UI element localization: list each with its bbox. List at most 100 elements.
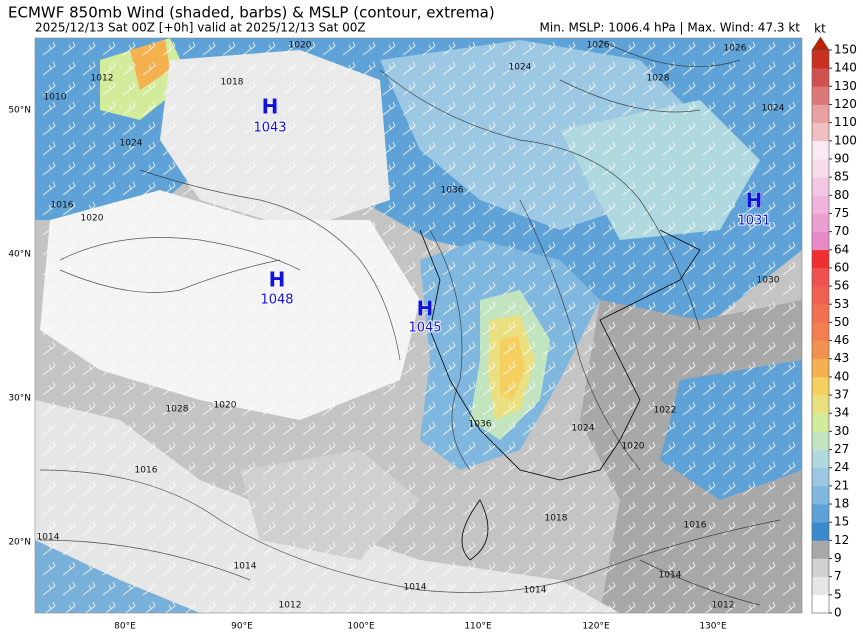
high-symbol: H [269,268,286,292]
colorbar-label: 70 [834,224,849,238]
colorbar-swatch [812,213,829,232]
colorbar-swatch [812,522,829,541]
colorbar-swatch [812,340,829,360]
colorbar-swatch [812,158,829,178]
contour-label: 1014 [659,571,682,581]
colorbar-swatch [812,485,829,505]
colorbar-swatch [812,68,829,87]
contour-label: 1020 [81,214,104,224]
colorbar-swatch [812,304,829,323]
colorbar-label: 40 [834,369,849,383]
high-symbol: H [417,297,434,321]
lon-label: 110°E [464,622,492,632]
contour-label: 1024 [762,104,785,114]
contour-label: 1024 [572,424,595,434]
lon-label: 130°E [699,622,727,632]
contour-label: 1028 [647,74,670,84]
contour-label: 1036 [441,186,464,196]
subtitle: 2025/12/13 Sat 00Z [+0h] valid at 2025/1… [35,21,366,35]
stats: Min. MSLP: 1006.4 hPa | Max. Wind: 47.3 … [540,21,801,35]
colorbar-label: 60 [834,260,849,274]
colorbar-swatch [812,540,829,559]
colorbar-label: 7 [834,569,842,583]
contour-label: 1014 [37,533,60,543]
contour-label: 1020 [622,442,645,452]
map [35,38,802,613]
contour-label: 1028 [166,405,189,415]
colorbar-swatch [812,267,829,287]
colorbar-label: 18 [834,497,849,511]
colorbar-label: 64 [834,242,849,256]
colorbar-label: 37 [834,388,849,402]
colorbar-swatch [812,122,829,142]
colorbar-label: 15 [834,515,849,529]
colorbar-label: 130 [834,79,857,93]
colorbar-label: 120 [834,97,857,111]
colorbar-swatch [812,286,829,305]
colorbar-swatch [812,558,829,577]
colorbar-swatch [812,431,829,450]
colorbar-swatch [812,467,829,487]
colorbar-label: 34 [834,406,849,420]
colorbar-unit: kt [814,22,826,36]
colorbar-label: 27 [834,442,849,456]
colorbar-label: 100 [834,133,857,147]
contour-label: 1024 [509,63,532,73]
contour-label: 1018 [221,78,244,88]
contour-label: 1020 [289,41,312,51]
contour-label: 1016 [684,521,707,531]
colorbar-swatch [812,576,829,596]
lat-label: 30°N [8,394,31,404]
contour-label: 1022 [654,406,677,416]
colorbar-label: 85 [834,170,849,184]
contour-label: 1026 [724,44,747,54]
colorbar-label: 53 [834,297,849,311]
colorbar-label: 80 [834,188,849,202]
colorbar-label: 110 [834,115,857,129]
colorbar-label: 56 [834,279,849,293]
colorbar-label: 12 [834,533,849,547]
colorbar-swatch [812,395,829,414]
contour-label: 1020 [214,401,237,411]
colorbar-label: 150 [834,43,857,57]
contour-label: 1012 [712,601,735,611]
contour-label: 1014 [404,583,427,593]
contour-label: 1014 [524,586,547,596]
colorbar-swatch [812,231,829,251]
title: ECMWF 850mb Wind (shaded, barbs) & MSLP … [8,4,495,22]
colorbar-label: 24 [834,460,849,474]
colorbar-swatch [812,50,829,69]
lon-label: 80°E [114,622,136,632]
lat-label: 40°N [8,250,31,260]
colorbar-label: 0 [834,606,842,620]
colorbar-swatch [812,140,829,160]
colorbar-label: 43 [834,351,849,365]
lon-label: 100°E [347,622,375,632]
lat-label: 20°N [8,538,31,548]
colorbar-label: 90 [834,151,849,165]
colorbar-label: 9 [834,551,842,565]
colorbar-swatch [812,249,829,269]
map-frame [34,37,803,614]
contour-label: 1018 [545,514,568,524]
colorbar-swatch [812,413,829,432]
colorbar-label: 50 [834,315,849,329]
lon-label: 120°E [582,622,610,632]
highs: H 1043 H 1048 H 1045 H 1031 [252,94,771,336]
colorbar-label: 21 [834,478,849,492]
colorbar-label: 30 [834,424,849,438]
colorbar-swatch [812,504,829,523]
colorbar-label: 140 [834,61,857,75]
colorbar-label: 46 [834,333,849,347]
colorbar-swatch [812,358,829,378]
colorbar-extend [811,36,830,51]
high-value: 1048 [260,293,293,308]
contour-label: 1036 [469,420,492,430]
colorbar-swatch [812,177,829,196]
high-symbol: H [262,95,279,119]
colorbar-swatch [812,594,829,614]
contour-label: 1016 [135,466,158,476]
lat-label: 50°N [8,106,31,116]
colorbar-swatch [812,322,829,341]
